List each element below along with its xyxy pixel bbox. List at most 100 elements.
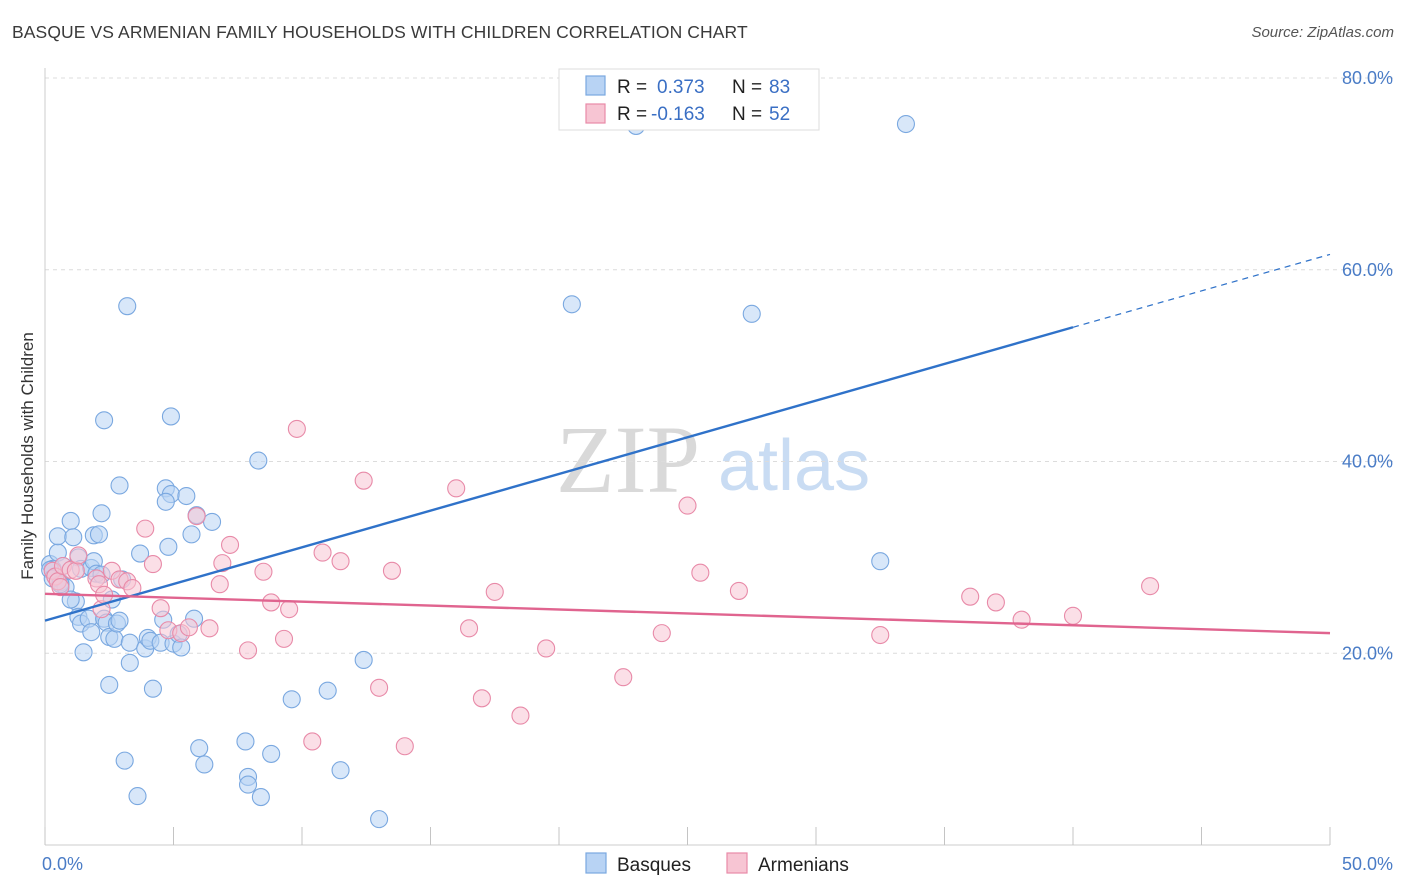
basque-point: [156, 492, 175, 511]
basque-point: [64, 528, 83, 547]
trend-lines: [44, 253, 1331, 635]
armenian-point: [678, 496, 697, 515]
y-tick-label: 20.0%: [1342, 643, 1393, 663]
basque-point: [190, 739, 209, 758]
basque-point: [159, 537, 178, 556]
legend-n-label-basque: N =: [732, 77, 762, 98]
legend-r-value-armenian: -0.163: [651, 104, 705, 125]
basque-point: [354, 650, 373, 670]
armenian-point: [187, 507, 206, 526]
armenian-point: [986, 593, 1005, 612]
chart-title: BASQUE VS ARMENIAN FAMILY HOUSEHOLDS WIT…: [12, 22, 748, 42]
armenian-point: [331, 552, 350, 571]
y-tick-label: 60.0%: [1342, 260, 1393, 280]
legend-n-value-armenian: 52: [769, 104, 790, 125]
basque-point: [282, 690, 301, 709]
armenian-point: [51, 578, 70, 597]
legend-label-basques[interactable]: Basques: [617, 855, 691, 876]
y-tick-labels: 20.0% 40.0% 60.0% 80.0%: [1342, 68, 1393, 663]
legend-swatch-basques[interactable]: [585, 852, 607, 874]
watermark: ZIP atlas: [556, 406, 870, 513]
x-tick-max: 50.0%: [1342, 854, 1393, 874]
legend-swatch-armenians[interactable]: [726, 852, 748, 874]
armenian-point: [395, 737, 414, 756]
basque-point: [182, 525, 201, 544]
legend-r-value-basque: 0.373: [657, 77, 705, 98]
armenian-point: [614, 668, 633, 687]
watermark-zip: ZIP: [556, 406, 700, 513]
armenian-point: [459, 619, 479, 638]
armenian-point: [213, 554, 232, 573]
armenian-point: [485, 582, 504, 601]
basque-point: [48, 527, 67, 546]
armenian-point: [871, 625, 890, 645]
armenian-point: [179, 618, 198, 637]
gridlines: [45, 77, 1395, 654]
armenian-point: [652, 624, 671, 643]
armenian-point: [313, 543, 332, 562]
armenian-point: [274, 629, 294, 648]
basque-point: [742, 304, 761, 323]
armenian-point: [382, 561, 402, 580]
watermark-atlas: atlas: [718, 426, 870, 506]
basque-point: [236, 732, 255, 751]
legend-r-label-basque: R =: [617, 77, 647, 98]
legend-swatch-basque: [585, 75, 606, 96]
basque-trend-line: [44, 326, 1074, 622]
basque-point: [120, 633, 139, 652]
basque-point: [562, 295, 581, 314]
armenian-point: [691, 563, 710, 582]
basque-point: [177, 486, 196, 506]
basque-point: [61, 511, 80, 530]
basque-point: [238, 775, 258, 794]
armenian-points: [43, 419, 1160, 756]
basque-trend-extension: [1072, 253, 1331, 328]
legend-n-value-basque: 83: [769, 77, 790, 98]
legend-r-label-armenian: R =: [617, 104, 647, 125]
basque-point: [118, 297, 137, 316]
basque-point: [143, 679, 162, 698]
armenian-trend-line: [44, 592, 1331, 635]
armenian-point: [66, 561, 85, 580]
armenian-point: [280, 600, 299, 619]
armenian-point: [472, 689, 491, 708]
series-legend: Basques Armenians: [585, 852, 849, 876]
basque-point: [82, 623, 101, 642]
basque-point: [896, 114, 916, 134]
basque-point: [110, 611, 129, 630]
basque-point: [161, 407, 180, 426]
armenian-point: [287, 419, 306, 438]
basque-point: [74, 643, 93, 662]
legend-label-armenians[interactable]: Armenians: [758, 855, 849, 876]
basque-point: [203, 512, 222, 531]
armenian-point: [354, 471, 373, 490]
armenian-point: [303, 732, 322, 751]
basque-point: [249, 451, 268, 470]
armenian-point: [143, 555, 162, 574]
y-tick-label: 80.0%: [1342, 68, 1393, 88]
armenian-point: [151, 599, 170, 618]
armenian-point: [1063, 606, 1083, 625]
y-tick-label: 40.0%: [1342, 452, 1393, 472]
armenian-point: [961, 587, 980, 606]
basque-point: [871, 552, 890, 571]
basque-point: [195, 755, 214, 774]
basque-point: [128, 787, 147, 806]
basque-point: [92, 504, 111, 523]
armenian-point: [511, 706, 530, 725]
axes: [44, 68, 1331, 846]
basque-point: [318, 681, 337, 700]
basque-point: [120, 653, 139, 672]
basque-point: [251, 788, 270, 807]
armenian-point: [200, 619, 219, 638]
armenian-point: [210, 575, 229, 594]
armenian-point: [254, 562, 273, 581]
chart-source: Source: ZipAtlas.com: [1251, 24, 1394, 41]
basque-point: [115, 751, 134, 770]
legend-n-label-armenian: N =: [732, 104, 762, 125]
basque-point: [105, 629, 124, 648]
armenian-point: [262, 593, 281, 612]
armenian-point: [220, 535, 240, 554]
basque-point: [370, 810, 389, 829]
armenian-point: [537, 639, 556, 658]
